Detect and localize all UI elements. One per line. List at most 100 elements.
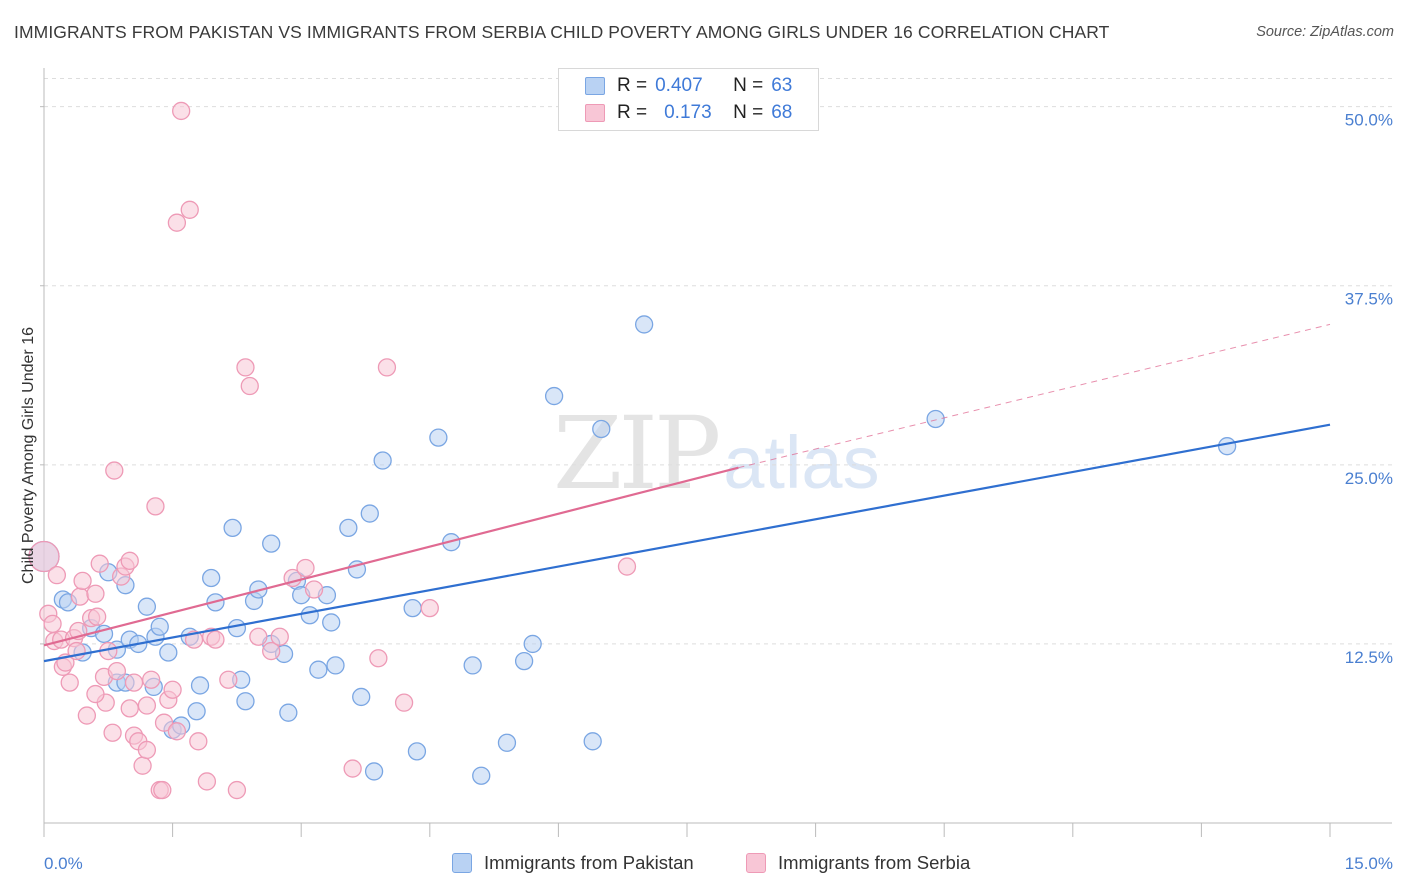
pakistan-point [583,732,602,751]
x-tick-label: 15.0% [1345,854,1393,873]
pakistan-point [463,656,482,675]
serbia-point [88,607,107,626]
serbia-point [343,759,362,778]
serbia-point [236,358,255,377]
pakistan-point [309,660,328,679]
serbia-point [240,376,259,396]
serbia-point [249,627,268,646]
pakistan-point [227,619,247,638]
serbia-point [206,630,225,649]
y-tick-label: 25.0% [1345,469,1393,488]
pakistan-point [187,702,206,721]
serbia-point [163,680,182,699]
serbia-point [124,673,144,692]
serbia-point [146,497,165,516]
pakistan-point [137,597,157,616]
bottom-legend-serbia: Immigrants from Serbia [746,852,970,874]
serbia-point [120,699,139,718]
pakistan-point [1217,437,1237,456]
pakistan-point [373,451,392,470]
serbia-point [197,772,217,791]
serbia-point [227,780,247,800]
legend-n-label: N = [733,75,764,96]
serbia-point [28,540,60,573]
pakistan-point [326,656,345,675]
serbia-point [369,649,388,668]
serbia-point [219,670,238,689]
pakistan-point [159,643,178,662]
serbia-point [90,554,109,573]
axes [40,68,1392,837]
serbia-point [137,696,157,715]
bottom-legend-pakistan-label: Immigrants from Pakistan [484,852,694,873]
y-axis-title: Child Poverty Among Girls Under 16 [20,327,37,584]
serbia-point [154,713,174,732]
legend-pakistan-r: 0.407 [655,75,703,96]
serbia-point [304,580,324,599]
pakistan-point [150,617,169,636]
bottom-legend-pakistan: Immigrants from Pakistan [452,852,694,874]
serbia-point [420,598,439,618]
pakistan-point [472,766,491,785]
axis-labels: 12.5% 25.0% 37.5% 50.0% 0.0% 15.0% Child Pover… [20,111,1393,873]
source-label: Source: ZipAtlas.com [1256,24,1394,40]
pakistan-swatch [452,853,472,873]
pakistan-point [544,386,564,406]
serbia-point [142,670,161,689]
legend-row-pakistan: R = 0.407 N = 63 [585,74,792,98]
legend-serbia-r: 0.173 [664,102,712,123]
serbia-point [377,358,397,377]
pakistan-point [364,762,384,781]
serbia-point [153,780,172,800]
stats-legend: R = 0.407 N = 63 R = 0.173 N = 68 [558,68,819,131]
serbia-point [86,684,105,704]
trend-lines [43,323,1331,663]
serbia-points [28,101,637,800]
serbia-point [73,571,92,591]
legend-n-label: N = [733,102,764,123]
pakistan-trend-line [43,423,1331,663]
serbia-point [394,693,414,712]
pakistan-point [403,598,422,618]
serbia-point [107,661,127,681]
serbia-point [167,722,187,741]
serbia-point [43,614,62,634]
serbia-point [180,200,199,219]
pakistan-point [223,518,242,538]
pakistan-points [28,315,1237,785]
y-tick-label: 50.0% [1345,111,1393,130]
pakistan-point [339,518,358,538]
pakistan-point [523,634,542,654]
y-tick-label: 37.5% [1345,290,1393,309]
serbia-trend-line [43,466,739,647]
serbia-point [70,587,90,606]
y-tick-label: 12.5% [1345,648,1393,667]
serbia-point [617,557,637,576]
pakistan-point [514,651,534,671]
pakistan-point [429,428,448,447]
legend-pakistan-n: 63 [771,75,793,96]
pakistan-swatch [585,77,605,95]
pakistan-point [202,568,221,588]
pakistan-point [634,315,654,334]
serbia-point [105,461,124,480]
serbia-point [270,627,289,646]
serbia-point [189,732,208,751]
legend-r-label: R = [617,102,648,123]
bottom-legend-serbia-label: Immigrants from Serbia [778,852,971,873]
serbia-swatch [746,853,766,873]
x-tick-label: 0.0% [44,854,83,873]
serbia-point [120,551,139,570]
chart-title: IMMIGRANTS FROM PAKISTAN VS IMMIGRANTS F… [14,22,1110,42]
serbia-trend-extension [738,323,1331,469]
serbia-point [172,101,191,121]
legend-r-label: R = [617,75,648,96]
serbia-swatch [585,104,605,122]
pakistan-point [322,613,341,632]
pakistan-point [352,687,371,707]
pakistan-point [497,733,517,752]
serbia-point [262,641,281,661]
watermark-atlas: atlas [723,421,880,504]
pakistan-point [262,534,281,553]
